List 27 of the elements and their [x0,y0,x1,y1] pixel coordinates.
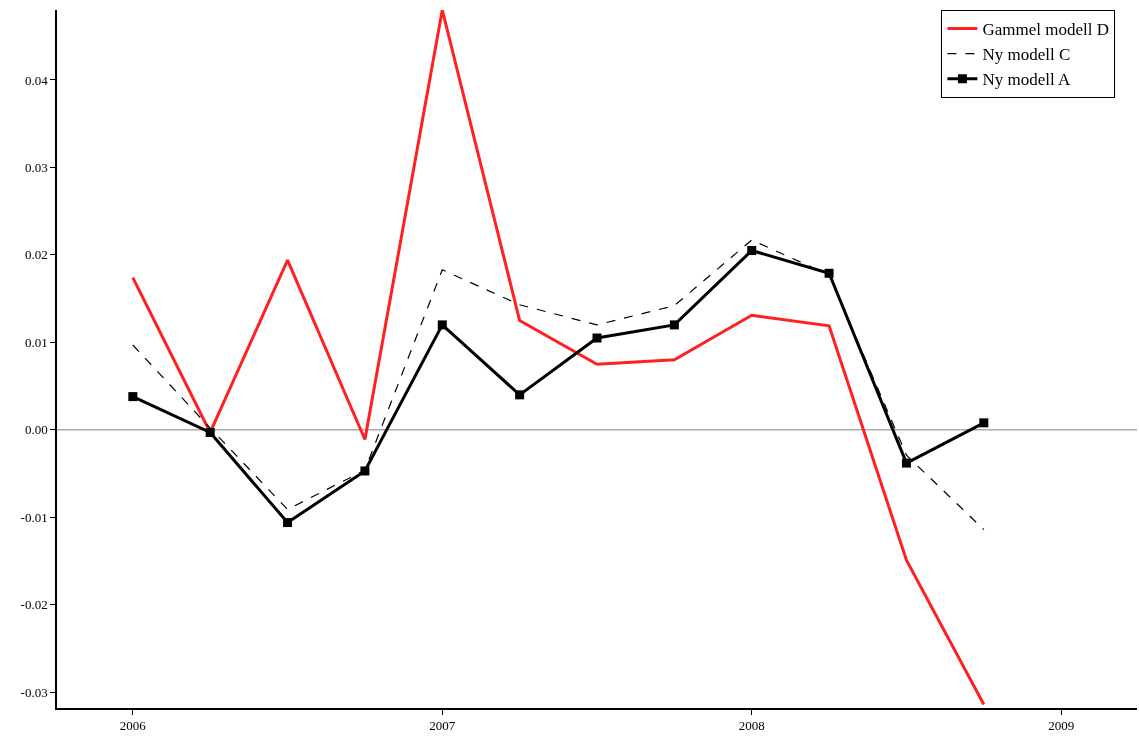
point [592,333,602,343]
point [283,518,293,528]
y-tick-label: 0.00 [24,422,48,438]
y-tick-label: 0.04 [24,72,49,88]
legend-label: Gammel modell D [982,20,1109,40]
point [824,268,834,278]
point [979,418,989,428]
y-tick-label: -0.01 [20,509,48,525]
legend-label: Ny modell A [982,70,1071,90]
legend-label: Ny modell C [982,45,1071,65]
x-tick-label: 2006 [119,718,147,734]
x-tick-label: 2007 [429,718,456,734]
y-tick-label: 0.01 [24,334,48,350]
point [669,320,679,330]
point [515,390,525,400]
y-tick-label: -0.02 [20,597,48,613]
x-tick-label: 2009 [1048,718,1075,734]
x-tick-label: 2008 [738,718,765,734]
point [205,427,215,437]
y-tick-label: 0.02 [24,247,48,263]
point [360,466,370,476]
point [128,392,138,402]
point [437,320,447,330]
y-tick-label: -0.03 [20,684,48,700]
point [747,246,757,256]
y-tick-label: 0.03 [24,159,48,175]
point [901,458,911,468]
